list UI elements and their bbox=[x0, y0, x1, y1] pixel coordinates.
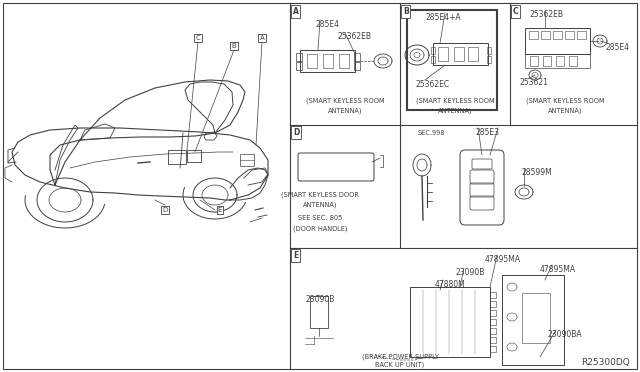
Bar bbox=[490, 292, 496, 298]
Text: (SMART KEYLESS ROOM: (SMART KEYLESS ROOM bbox=[525, 98, 604, 105]
Bar bbox=[487, 47, 491, 54]
Text: ANTENNA): ANTENNA) bbox=[328, 108, 362, 115]
Text: 47895MA: 47895MA bbox=[485, 255, 521, 264]
Text: 23090BA: 23090BA bbox=[548, 330, 582, 339]
Text: (SMART KEYLESS ROOM: (SMART KEYLESS ROOM bbox=[416, 98, 494, 105]
Text: BACK UP UNIT): BACK UP UNIT) bbox=[376, 362, 424, 369]
Text: 25362EC: 25362EC bbox=[415, 80, 449, 89]
Bar bbox=[240, 154, 254, 166]
Bar bbox=[296, 53, 302, 61]
Text: 285E3: 285E3 bbox=[475, 128, 499, 137]
Bar bbox=[490, 337, 496, 343]
Bar bbox=[522, 293, 550, 343]
Bar bbox=[529, 31, 538, 39]
Bar bbox=[407, 10, 497, 110]
Text: E: E bbox=[218, 207, 222, 213]
Bar bbox=[525, 54, 590, 68]
Text: E: E bbox=[293, 251, 298, 260]
Text: 285E4+A: 285E4+A bbox=[425, 13, 461, 22]
Bar bbox=[354, 62, 360, 70]
Bar bbox=[490, 328, 496, 334]
Bar bbox=[168, 150, 186, 164]
Bar bbox=[487, 56, 491, 63]
Bar bbox=[354, 53, 360, 61]
Bar bbox=[490, 346, 496, 352]
Text: A: A bbox=[293, 7, 299, 16]
Text: 25362EB: 25362EB bbox=[338, 32, 372, 41]
Bar bbox=[490, 301, 496, 307]
Text: D: D bbox=[163, 207, 168, 213]
Text: ANTENNA): ANTENNA) bbox=[438, 108, 472, 115]
Bar bbox=[490, 319, 496, 325]
Bar bbox=[323, 54, 333, 68]
Text: R25300DQ: R25300DQ bbox=[581, 358, 630, 367]
Text: 253621: 253621 bbox=[520, 78, 549, 87]
Text: SEC.998: SEC.998 bbox=[418, 130, 445, 136]
Text: 47895MA: 47895MA bbox=[540, 265, 576, 274]
Text: B: B bbox=[232, 43, 236, 49]
Text: 47880M: 47880M bbox=[435, 280, 466, 289]
Bar bbox=[543, 56, 551, 66]
Bar bbox=[339, 54, 349, 68]
Text: (BRAKE POWER SUPPLY: (BRAKE POWER SUPPLY bbox=[362, 353, 438, 359]
Bar bbox=[454, 47, 464, 61]
Bar bbox=[553, 31, 562, 39]
Text: 28599M: 28599M bbox=[521, 168, 552, 177]
Text: (DOOR HANDLE): (DOOR HANDLE) bbox=[292, 225, 348, 231]
Text: A: A bbox=[260, 35, 264, 41]
Bar bbox=[310, 296, 328, 328]
Text: 23090B: 23090B bbox=[305, 295, 334, 304]
Text: SEE SEC. 805: SEE SEC. 805 bbox=[298, 215, 342, 221]
Bar bbox=[431, 56, 435, 63]
Bar bbox=[433, 43, 488, 65]
Text: B: B bbox=[403, 7, 409, 16]
Bar bbox=[468, 47, 478, 61]
Text: 285E4: 285E4 bbox=[315, 20, 339, 29]
Bar bbox=[577, 31, 586, 39]
Text: 23090B: 23090B bbox=[455, 268, 484, 277]
Bar bbox=[410, 287, 490, 357]
Bar bbox=[556, 56, 564, 66]
Bar bbox=[565, 31, 574, 39]
Bar bbox=[541, 31, 550, 39]
Bar bbox=[530, 56, 538, 66]
Text: ANTENNA): ANTENNA) bbox=[548, 108, 582, 115]
Bar bbox=[502, 275, 564, 365]
Bar bbox=[431, 47, 435, 54]
Text: 285E4: 285E4 bbox=[605, 43, 629, 52]
Bar bbox=[300, 50, 355, 72]
Text: ANTENNA): ANTENNA) bbox=[303, 202, 337, 208]
Text: D: D bbox=[293, 128, 300, 137]
Text: 25362EB: 25362EB bbox=[530, 10, 564, 19]
Text: C: C bbox=[513, 7, 518, 16]
Bar bbox=[525, 28, 590, 54]
Bar bbox=[307, 54, 317, 68]
Bar bbox=[438, 47, 448, 61]
Bar bbox=[296, 62, 302, 70]
Bar bbox=[187, 150, 201, 162]
Text: (SMART KEYLESS ROOM: (SMART KEYLESS ROOM bbox=[306, 98, 384, 105]
Bar bbox=[490, 310, 496, 316]
Text: C: C bbox=[196, 35, 200, 41]
Text: (SMART KEYLESS DOOR: (SMART KEYLESS DOOR bbox=[281, 192, 359, 199]
Bar bbox=[569, 56, 577, 66]
